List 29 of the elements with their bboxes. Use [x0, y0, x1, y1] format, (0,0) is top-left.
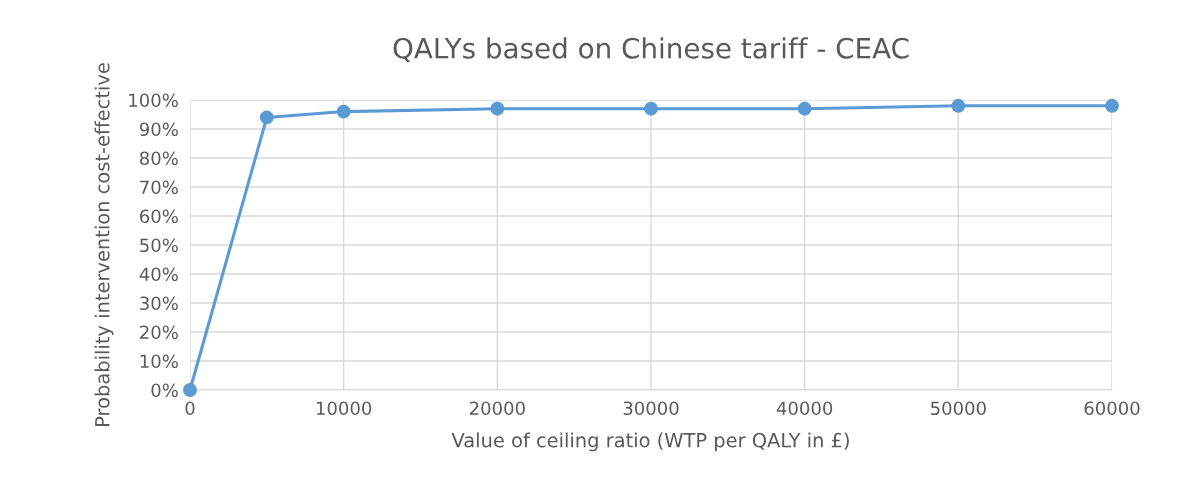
- x-tick-label: 50000: [931, 401, 986, 416]
- y-tick-label: 30%: [140, 296, 178, 311]
- x-tick-label: 30000: [623, 401, 679, 416]
- y-tick-label: 70%: [140, 180, 178, 195]
- x-tick-label: 20000: [469, 401, 525, 416]
- y-axis-title: Probability intervention cost-effective: [94, 63, 114, 426]
- point: [797, 101, 812, 116]
- point: [336, 104, 351, 119]
- y-tick-label: 50%: [140, 238, 178, 253]
- y-tick-label: 40%: [139, 267, 178, 282]
- point: [259, 110, 274, 125]
- y-tick-label: 100%: [129, 93, 178, 108]
- point: [1105, 98, 1119, 113]
- point: [183, 383, 197, 397]
- x-tick-label: 40000: [776, 401, 833, 416]
- y-tick-label: 80%: [139, 151, 178, 166]
- y-tick-label: 90%: [139, 122, 178, 137]
- y-tick-label: 10%: [140, 354, 178, 369]
- y-tick-label: 20%: [140, 325, 178, 340]
- point: [644, 101, 658, 116]
- point: [490, 101, 505, 116]
- x-axis-title: Value of ceiling ratio (WTP per QALY in £): [451, 432, 849, 452]
- y-tick-label: 0%: [151, 383, 178, 398]
- point: [951, 98, 966, 113]
- x-tick-label: 10000: [316, 401, 372, 416]
- y-tick-label: 60%: [140, 209, 178, 224]
- chart-title: QALYs based on Chinese tariff - CEAC: [393, 37, 909, 62]
- x-tick-label: 0: [185, 401, 195, 416]
- x-tick-label: 60000: [1084, 401, 1140, 416]
